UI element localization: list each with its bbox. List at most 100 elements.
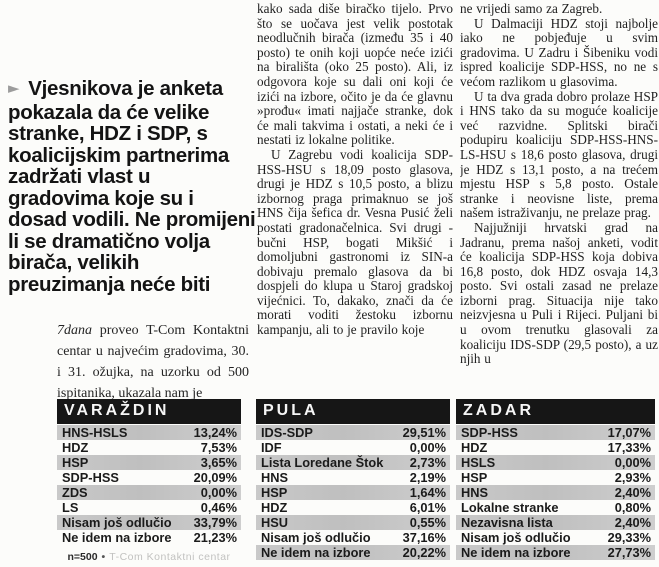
poll-table-zadar: ZADAR SDP-HSS 17,07% HDZ 17,33% HSLS 0,0… bbox=[456, 399, 655, 560]
party-percentage: 2,40% bbox=[614, 485, 651, 500]
poll-table-pula: PULA IDS-SDP 29,51% IDF 0,00% Lista Lore… bbox=[256, 399, 450, 560]
party-name: HDZ bbox=[461, 440, 488, 455]
party-percentage: 17,07% bbox=[607, 425, 651, 440]
party-percentage: 0,00% bbox=[614, 455, 651, 470]
party-name: HNS bbox=[261, 470, 289, 485]
table-row: Ne idem na izbore 20,22% bbox=[256, 545, 450, 560]
body-paragraph: ne vrijedi samo za Zagreb. bbox=[460, 2, 603, 16]
party-percentage: 6,01% bbox=[409, 500, 446, 515]
body-paragraph: kako sada diše biračko tijelo. Prvo što … bbox=[257, 2, 453, 148]
party-name: Nisam još odlučio bbox=[62, 515, 172, 530]
poll-table-rows: SDP-HSS 17,07% HDZ 17,33% HSLS 0,00% HSP… bbox=[456, 425, 655, 560]
party-percentage: 20,09% bbox=[193, 470, 237, 485]
table-row: Ne idem na izbore 27,73% bbox=[456, 545, 655, 560]
table-row: HSP 2,93% bbox=[456, 470, 655, 485]
pointer-triangle-icon: ► bbox=[8, 79, 20, 97]
table-row: HDZ 17,33% bbox=[456, 440, 655, 455]
table-row: Nisam još odlučio 37,16% bbox=[256, 530, 450, 545]
body-paragraph: U Dalmaciji HDZ stoji najbolje iako ne p… bbox=[460, 15, 658, 89]
party-percentage: 29,33% bbox=[607, 530, 651, 545]
party-name: HSP bbox=[461, 470, 488, 485]
party-percentage: 17,33% bbox=[607, 440, 651, 455]
bullet-separator-icon: • bbox=[101, 551, 106, 563]
table-row: SDP-HSS 20,09% bbox=[57, 470, 241, 485]
party-name: Ne idem na izbore bbox=[62, 530, 172, 545]
party-percentage: 0,46% bbox=[200, 500, 237, 515]
table-row: HSP 3,65% bbox=[57, 455, 241, 470]
party-name: Nisam još odlučio bbox=[261, 530, 371, 545]
table-row: HSLS 0,00% bbox=[456, 455, 655, 470]
party-percentage: 20,22% bbox=[402, 545, 446, 560]
party-name: HSLS bbox=[461, 455, 496, 470]
table-row: SDP-HSS 17,07% bbox=[456, 425, 655, 440]
party-name: Lista Loredane Štok bbox=[261, 455, 384, 470]
poll-table-rows: IDS-SDP 29,51% IDF 0,00% Lista Loredane … bbox=[256, 425, 450, 560]
body-column-middle: kako sada diše biračko tijelo. Prvo što … bbox=[257, 2, 453, 396]
party-name: HSP bbox=[261, 485, 288, 500]
poll-table-title: PULA bbox=[256, 399, 450, 424]
credit-text: proveo T-Com Kontaktni centar u najvećim… bbox=[57, 323, 249, 401]
party-name: HNS-HSLS bbox=[62, 425, 128, 440]
party-name: HDZ bbox=[62, 440, 89, 455]
table-row: Ne idem na izbore 21,23% bbox=[57, 530, 241, 545]
table-row: IDS-SDP 29,51% bbox=[256, 425, 450, 440]
party-percentage: 21,23% bbox=[193, 530, 237, 545]
party-percentage: 2,19% bbox=[409, 470, 446, 485]
sample-size-footer: n=500 • T-Com Kontaktni centar bbox=[57, 551, 241, 563]
party-percentage: 37,16% bbox=[402, 530, 446, 545]
poll-table-varazdin: VARAŽDIN HNS-HSLS 13,24% HDZ 7,53% HSP 3… bbox=[57, 399, 241, 563]
party-name: IDF bbox=[261, 440, 282, 455]
table-row: Lokalne stranke 0,80% bbox=[456, 500, 655, 515]
lead-paragraph: ► Vjesnikova je anketa pokazala da će vel… bbox=[8, 78, 256, 295]
party-percentage: 3,65% bbox=[200, 455, 237, 470]
body-column-right: ne vrijedi samo za Zagreb. U Dalmaciji H… bbox=[460, 2, 658, 396]
body-paragraph: Najjužniji hrvatski grad na Jadranu, pre… bbox=[460, 219, 658, 367]
table-row: HSP 1,64% bbox=[256, 485, 450, 500]
party-name: ZDS bbox=[62, 485, 88, 500]
party-percentage: 29,51% bbox=[402, 425, 446, 440]
party-name: HDZ bbox=[261, 500, 288, 515]
party-name: IDS-SDP bbox=[261, 425, 313, 440]
party-percentage: 2,93% bbox=[614, 470, 651, 485]
lead-text: Vjesnikova je anketa pokazala da će veli… bbox=[8, 77, 256, 296]
table-row: HNS 2,19% bbox=[256, 470, 450, 485]
magazine-name: 7dana bbox=[57, 323, 92, 338]
party-percentage: 2,73% bbox=[409, 455, 446, 470]
party-name: HNS bbox=[461, 485, 489, 500]
party-percentage: 0,80% bbox=[614, 500, 651, 515]
party-name: HSU bbox=[261, 515, 289, 530]
party-name: SDP-HSS bbox=[461, 425, 518, 440]
party-name: HSP bbox=[62, 455, 89, 470]
survey-credit-paragraph: 7dana proveo T-Com Kontaktni centar u na… bbox=[57, 320, 249, 404]
survey-source: T-Com Kontaktni centar bbox=[109, 551, 231, 563]
table-row: LS 0,46% bbox=[57, 500, 241, 515]
table-row: HNS 2,40% bbox=[456, 485, 655, 500]
party-name: SDP-HSS bbox=[62, 470, 119, 485]
sample-size: n=500 bbox=[67, 551, 98, 563]
table-row: Nezavisna lista 2,40% bbox=[456, 515, 655, 530]
party-name: Ne idem na izbore bbox=[261, 545, 371, 560]
table-row: HDZ 6,01% bbox=[256, 500, 450, 515]
party-percentage: 13,24% bbox=[193, 425, 237, 440]
body-paragraph: U ta dva grada dobro prolaze HSP i HNS t… bbox=[460, 88, 658, 221]
table-row: HNS-HSLS 13,24% bbox=[57, 425, 241, 440]
table-row: Nisam još odlučio 33,79% bbox=[57, 515, 241, 530]
party-name: LS bbox=[62, 500, 79, 515]
party-percentage: 0,55% bbox=[409, 515, 446, 530]
party-percentage: 0,00% bbox=[409, 440, 446, 455]
party-percentage: 0,00% bbox=[200, 485, 237, 500]
party-percentage: 33,79% bbox=[193, 515, 237, 530]
party-percentage: 2,40% bbox=[614, 515, 651, 530]
party-name: Nisam još odlučio bbox=[461, 530, 571, 545]
party-name: Nezavisna lista bbox=[461, 515, 553, 530]
poll-table-title: ZADAR bbox=[456, 399, 655, 424]
party-name: Lokalne stranke bbox=[461, 500, 559, 515]
table-row: HSU 0,55% bbox=[256, 515, 450, 530]
poll-table-rows: HNS-HSLS 13,24% HDZ 7,53% HSP 3,65% SDP-… bbox=[57, 425, 241, 545]
table-row: IDF 0,00% bbox=[256, 440, 450, 455]
party-percentage: 7,53% bbox=[200, 440, 237, 455]
party-name: Ne idem na izbore bbox=[461, 545, 571, 560]
body-paragraph: U Zagrebu vodi koalicija SDP-HSS-HSU s 1… bbox=[257, 146, 453, 338]
table-row: Lista Loredane Štok 2,73% bbox=[256, 455, 450, 470]
